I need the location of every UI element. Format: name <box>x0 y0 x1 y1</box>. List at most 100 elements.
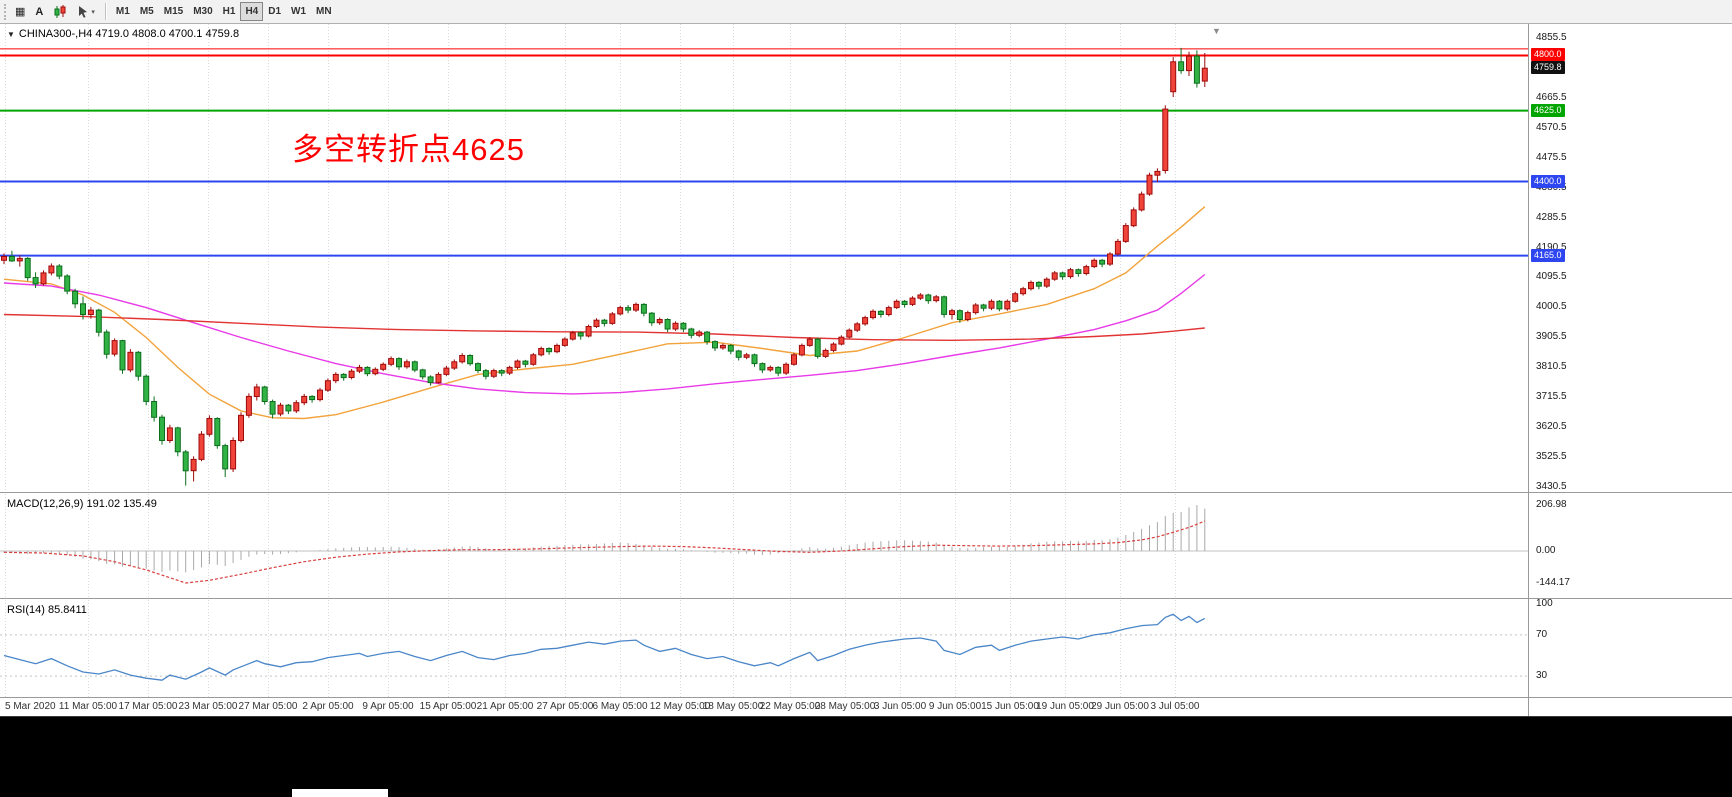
timeframe-button-h1[interactable]: H1 <box>222 6 236 17</box>
time-tick: 23 Mar 05:00 <box>178 701 238 712</box>
timeframe-button-m5[interactable]: M5 <box>139 6 154 17</box>
macd-chart-canvas[interactable] <box>0 494 1528 598</box>
time-tick: 15 Apr 05:00 <box>419 701 477 712</box>
time-tick: 19 Jun 05:00 <box>1036 701 1094 712</box>
timeframe-button-h4[interactable]: H4 <box>240 2 264 21</box>
chart-window: ▼ CHINA300-,H4 4719.0 4808.0 4700.1 4759.… <box>0 24 1732 716</box>
timeframe-button-m1[interactable]: M1 <box>115 6 130 17</box>
rsi-axis[interactable]: 100 70 30 <box>1529 598 1732 697</box>
level-price-badge: 4625.0 <box>1531 103 1565 117</box>
top-toolbar: ▦ A ▾ M1 M5 M15 M30 H1 H4 D1 W1 MN <box>0 0 1732 24</box>
symbol-ohlc-label: ▼ CHINA300-,H4 4719.0 4808.0 4700.1 4759.… <box>7 28 239 40</box>
main-price-panel: ▼ CHINA300-,H4 4719.0 4808.0 4700.1 4759.… <box>0 24 1732 492</box>
time-tick: 22 May 05:00 <box>759 701 821 712</box>
chevron-down-icon: ▾ <box>91 8 95 16</box>
price-tick: 3715.5 <box>1536 391 1567 403</box>
timeframe-bar: M1 M5 M15 M30 H1 H4 D1 W1 MN <box>111 2 337 21</box>
rsi-line <box>3 613 1206 681</box>
macd-tick: 206.98 <box>1536 499 1567 510</box>
candles-layer <box>1 47 1208 486</box>
grid-lines <box>5 24 1176 492</box>
time-tick: 21 Apr 05:00 <box>476 701 534 712</box>
macd-label: MACD(12,26,9) 191.02 135.49 <box>7 498 157 510</box>
horizontal-level-lines[interactable] <box>0 48 1528 257</box>
time-tick: 9 Apr 05:00 <box>362 701 414 712</box>
time-tick: 29 Jun 05:00 <box>1091 701 1149 712</box>
text-label-button[interactable]: A <box>30 2 48 21</box>
price-tick: 4570.5 <box>1536 121 1567 133</box>
time-tick: 5 Mar 2020 <box>5 701 56 712</box>
time-tick: 27 Apr 05:00 <box>536 701 594 712</box>
grid-icon: ▦ <box>15 6 26 18</box>
price-tick: 4000.5 <box>1536 301 1567 313</box>
ma-line-medium-magenta <box>3 273 1206 395</box>
time-tick: 11 Mar 05:00 <box>58 701 118 712</box>
cursor-tool-button[interactable]: ▾ <box>72 2 100 21</box>
rsi-tick: 30 <box>1536 670 1548 682</box>
timeframe-button-d1[interactable]: D1 <box>268 6 282 17</box>
macd-signal-line <box>3 520 1206 584</box>
candlestick-chart-icon <box>54 4 66 18</box>
level-price-badge: 4800.0 <box>1531 48 1565 62</box>
macd-tick: 0.00 <box>1536 545 1556 556</box>
toolbar-separator <box>104 3 106 20</box>
rsi-chart-canvas[interactable] <box>0 600 1528 697</box>
taskbar <box>0 716 1732 797</box>
price-tick: 3620.5 <box>1536 421 1567 433</box>
font-icon: A <box>35 5 44 18</box>
symbol-ohlc-text: CHINA300-,H4 4719.0 4808.0 4700.1 4759.8 <box>18 28 240 40</box>
macd-panel: MACD(12,26,9) 191.02 135.49 206.98 0.00 -1… <box>0 494 1732 598</box>
current-price-badge: 4759.8 <box>1531 61 1565 75</box>
time-tick: 27 Mar 05:00 <box>238 701 298 712</box>
time-tick: 9 Jun 05:00 <box>928 701 982 712</box>
price-tick: 4475.5 <box>1536 151 1567 163</box>
time-tick: 3 Jul 05:00 <box>1150 701 1200 712</box>
price-tick: 4855.5 <box>1536 32 1567 43</box>
time-tick: 3 Jun 05:00 <box>873 701 927 712</box>
time-axis[interactable]: 5 Mar 2020 11 Mar 05:00 17 Mar 05:00 23 Mar… <box>0 699 1732 716</box>
rsi-tick: 100 <box>1536 598 1553 609</box>
time-tick: 28 May 05:00 <box>814 701 876 712</box>
panel-separator[interactable] <box>0 598 1732 600</box>
macd-axis[interactable]: 206.98 0.00 -144.17 <box>1529 494 1732 598</box>
chart-shift-marker-icon[interactable]: ▼ <box>1212 26 1221 36</box>
rsi-label: RSI(14) 85.8411 <box>7 604 87 616</box>
rsi-tick: 70 <box>1536 628 1548 640</box>
tile-windows-button[interactable]: ▦ <box>10 2 30 21</box>
timeframe-button-m15[interactable]: M15 <box>163 6 184 17</box>
price-chart-canvas[interactable] <box>0 24 1528 492</box>
grid-lines <box>5 600 1176 697</box>
cursor-arrow-icon <box>79 6 88 18</box>
macd-tick: -144.17 <box>1536 577 1570 589</box>
price-tick: 3430.5 <box>1536 481 1567 492</box>
time-tick: 17 Mar 05:00 <box>118 701 178 712</box>
panel-separator[interactable] <box>0 697 1732 699</box>
price-tick: 4190.5 <box>1536 241 1567 253</box>
time-tick: 18 May 05:00 <box>702 701 764 712</box>
price-tick: 3905.5 <box>1536 331 1567 343</box>
symbol-dropdown-icon[interactable]: ▼ <box>7 30 15 39</box>
chart-annotation-text[interactable]: 多空转折点4625 <box>292 132 525 167</box>
ma-line-slow-red <box>3 313 1205 342</box>
taskbar-item[interactable] <box>292 789 388 797</box>
timeframe-button-m30[interactable]: M30 <box>193 6 213 17</box>
time-tick: 15 Jun 05:00 <box>981 701 1039 712</box>
ma-line-fast-orange <box>3 206 1206 420</box>
chart-type-button[interactable] <box>48 2 72 21</box>
rsi-panel: RSI(14) 85.8411 100 70 30 <box>0 598 1732 697</box>
time-tick: 6 May 05:00 <box>592 701 648 712</box>
time-tick: 2 Apr 05:00 <box>302 701 354 712</box>
macd-histogram <box>3 505 1206 573</box>
axis-divider <box>1528 24 1529 716</box>
timeframe-button-mn[interactable]: MN <box>316 6 332 17</box>
price-tick: 4665.5 <box>1536 91 1567 103</box>
timeframe-button-w1[interactable]: W1 <box>291 6 307 17</box>
toolbar-grip[interactable] <box>4 3 6 20</box>
level-price-badge: 4400.0 <box>1531 174 1565 188</box>
price-axis[interactable]: 4855.54665.54570.54475.54380.54285.54190… <box>1529 24 1732 492</box>
time-tick: 12 May 05:00 <box>649 701 711 712</box>
price-tick: 4285.5 <box>1536 211 1567 223</box>
panel-separator[interactable] <box>0 492 1732 494</box>
price-tick: 3810.5 <box>1536 361 1567 373</box>
price-tick: 4095.5 <box>1536 271 1567 283</box>
